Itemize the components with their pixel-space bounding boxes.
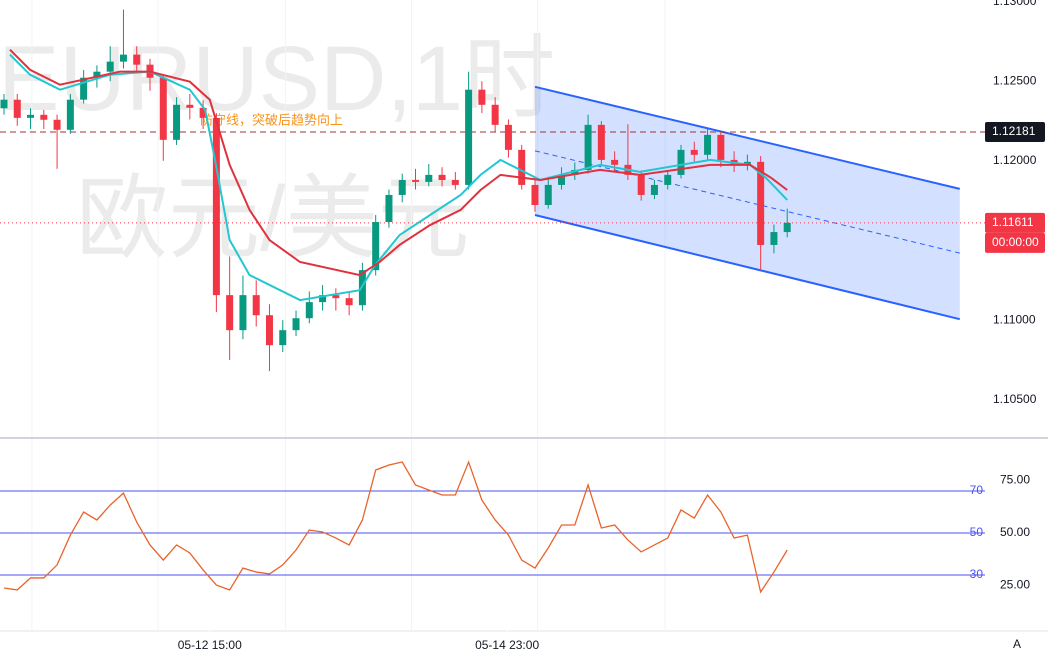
candle-body (637, 174, 645, 195)
candle-body (292, 318, 300, 331)
candle-body (478, 89, 486, 105)
candle-body (504, 124, 512, 150)
channel-upper (534, 85, 961, 190)
candle-body (412, 179, 420, 182)
channel-middle (534, 150, 960, 254)
candle-body (345, 298, 353, 306)
candle-body (80, 77, 88, 100)
rsi-tick-label: 50.00 (1000, 525, 1030, 539)
candle-body (186, 104, 194, 108)
rsi-level-label: 50 (970, 525, 984, 539)
candle-body (491, 104, 499, 125)
candle-body (531, 184, 539, 205)
candle-body (0, 99, 8, 109)
background-layer: EURUSD,1时 欧元/美元 (0, 0, 666, 630)
candle-body (558, 174, 566, 185)
channel-fill (534, 86, 960, 320)
candle-body (119, 54, 127, 62)
candle-body (385, 194, 393, 223)
candle-body (571, 169, 579, 175)
candle-body (332, 295, 340, 299)
candle-body (611, 159, 619, 165)
candle-body (425, 174, 433, 182)
candle-body (239, 295, 247, 331)
candle-body (398, 179, 406, 195)
candle-body (704, 134, 712, 155)
rsi-tick-label: 75.00 (1000, 473, 1030, 487)
watermark-name: 欧元/美元 (76, 168, 470, 270)
rsi-line (3, 460, 788, 594)
candle-body (279, 330, 287, 346)
candle-body (717, 134, 725, 160)
annotation: 防守线，突破后趋势向上 (200, 112, 343, 127)
candle-body (690, 149, 698, 155)
rsi-level-label: 30 (970, 567, 984, 581)
candle-body (783, 222, 791, 233)
y-tick-label: 1.13000 (993, 0, 1037, 8)
candle-body (66, 99, 74, 130)
y-tick-label: 1.11000 (993, 312, 1036, 326)
candle-body (438, 174, 446, 180)
candle-body (677, 149, 685, 175)
candle-body (199, 107, 207, 118)
candle-body (664, 174, 672, 185)
price-tag (985, 212, 1045, 233)
candle-body (584, 124, 592, 170)
rsi-level-label: 70 (970, 483, 984, 497)
rsi-tick-label: 25.00 (1000, 578, 1030, 592)
candle-body (27, 114, 35, 118)
candle-body (265, 315, 273, 346)
candle-body (40, 114, 48, 120)
candle-body (770, 232, 778, 245)
candle-body (743, 161, 751, 165)
candle-body (305, 302, 313, 319)
moving-average (9, 53, 788, 302)
candle-body (757, 161, 765, 245)
channel-lower (534, 214, 961, 321)
candle-body (133, 54, 141, 65)
candle-body (518, 149, 526, 185)
price-tag-label: 1.12181 (992, 124, 1036, 138)
candle-body (212, 117, 220, 296)
y-tick-label: 1.12000 (993, 153, 1037, 167)
candle-body (597, 124, 605, 160)
price-tag (985, 122, 1045, 143)
candle-body (173, 104, 181, 140)
candle-body (226, 295, 234, 331)
auto-scale-label[interactable]: A (1013, 637, 1021, 651)
x-tick-label: 05-12 15:00 (178, 638, 242, 652)
y-tick-label: 1.12500 (993, 73, 1037, 87)
x-tick-label: 05-14 23:00 (475, 638, 539, 652)
candle-body (106, 61, 114, 72)
countdown-label: 00:00:00 (992, 235, 1039, 249)
auto-scale-button[interactable] (1006, 634, 1028, 654)
candle-body (650, 184, 658, 195)
candle-body (372, 222, 380, 271)
candle-body (53, 119, 61, 130)
moving-average (9, 48, 788, 277)
price-tag-label: 1.11611 (992, 215, 1034, 229)
candle-body (252, 295, 260, 316)
candle-body (451, 179, 459, 185)
countdown-tag (985, 232, 1045, 253)
y-tick-label: 1.10500 (993, 392, 1037, 406)
candle-body (13, 99, 21, 118)
candle-body (93, 71, 101, 78)
candle-body (544, 184, 552, 205)
candle-body (465, 89, 473, 185)
candle-body (319, 295, 327, 303)
candle-body (159, 77, 167, 140)
